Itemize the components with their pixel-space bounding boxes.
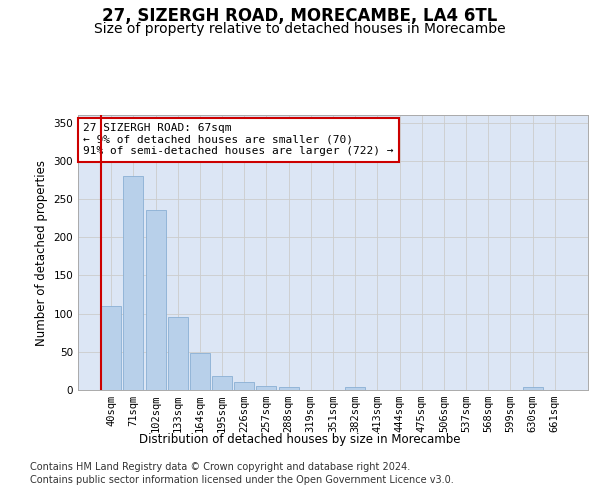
- Bar: [124, 176, 143, 390]
- Bar: [190, 352, 210, 390]
- Text: Contains HM Land Registry data © Crown copyright and database right 2024.: Contains HM Land Registry data © Crown c…: [30, 462, 410, 472]
- Bar: [278, 387, 299, 390]
- Bar: [234, 382, 254, 390]
- Bar: [101, 306, 121, 390]
- Text: 27 SIZERGH ROAD: 67sqm
← 9% of detached houses are smaller (70)
91% of semi-deta: 27 SIZERGH ROAD: 67sqm ← 9% of detached …: [83, 123, 394, 156]
- Text: Contains public sector information licensed under the Open Government Licence v3: Contains public sector information licen…: [30, 475, 454, 485]
- Y-axis label: Number of detached properties: Number of detached properties: [35, 160, 48, 346]
- Bar: [345, 387, 365, 390]
- Text: 27, SIZERGH ROAD, MORECAMBE, LA4 6TL: 27, SIZERGH ROAD, MORECAMBE, LA4 6TL: [103, 8, 497, 26]
- Bar: [256, 386, 277, 390]
- Bar: [168, 318, 188, 390]
- Bar: [146, 210, 166, 390]
- Text: Size of property relative to detached houses in Morecambe: Size of property relative to detached ho…: [94, 22, 506, 36]
- Text: Distribution of detached houses by size in Morecambe: Distribution of detached houses by size …: [139, 432, 461, 446]
- Bar: [523, 387, 542, 390]
- Bar: [212, 376, 232, 390]
